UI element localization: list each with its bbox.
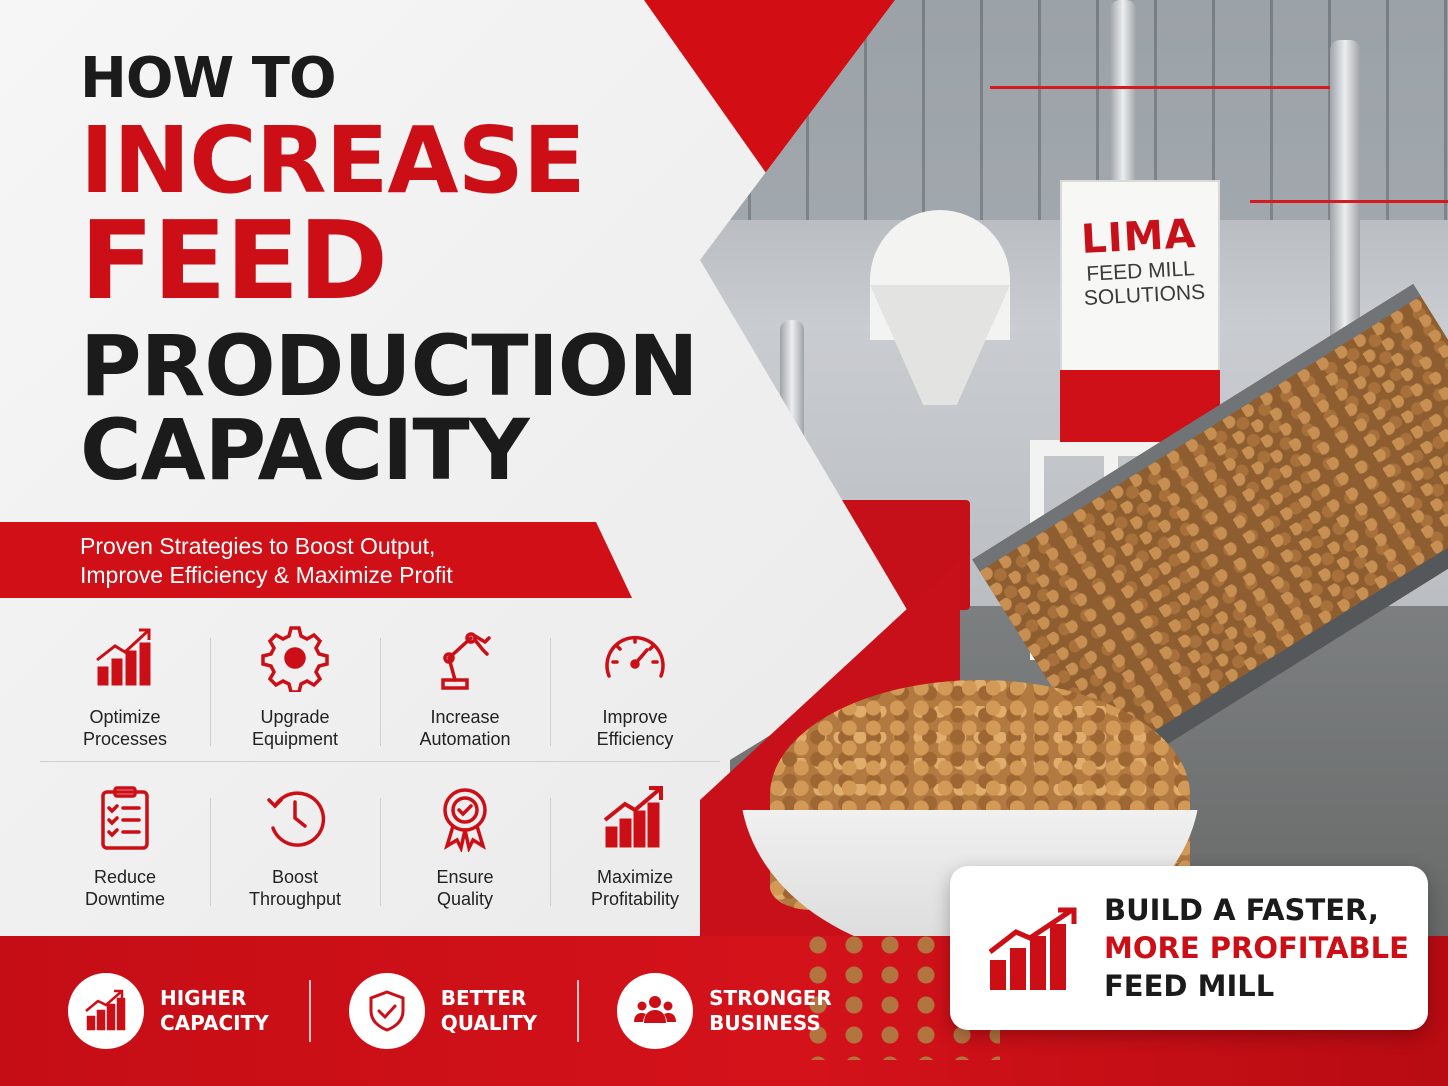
strategy-grid: Optimize Processes Upgrade Equipment Incre… bbox=[40, 616, 720, 926]
cta-line-3: FEED MILL bbox=[1104, 969, 1275, 1003]
strategy-label: Optimize Processes bbox=[82, 707, 168, 749]
strategy-label: Boost Throughput bbox=[248, 867, 342, 909]
strategy-label: Increase Automation bbox=[419, 707, 511, 749]
growth-chart-icon bbox=[85, 989, 126, 1031]
profit-chart-icon bbox=[603, 786, 663, 848]
divider bbox=[577, 980, 580, 1042]
benefit-icon-circle bbox=[348, 973, 425, 1049]
subtitle-line-1: Proven Strategies to Boost Output, bbox=[80, 533, 436, 559]
headline-line-1: HOW TO bbox=[80, 46, 337, 111]
strategy-item: Boost Throughput bbox=[210, 776, 380, 926]
strategy-row: Reduce Downtime Boost Throughput Ensure Qua… bbox=[40, 776, 720, 926]
benefit-item: HIGHER CAPACITY bbox=[68, 973, 269, 1049]
headline-line-2: INCREASE bbox=[80, 107, 586, 215]
strategy-row: Optimize Processes Upgrade Equipment Incre… bbox=[40, 616, 720, 762]
cta-card: BUILD A FASTER, MORE PROFITABLE FEED MIL… bbox=[950, 866, 1428, 1030]
benefits-bar: HIGHER CAPACITY BETTER QUALITY STRONGER BUS… bbox=[0, 936, 840, 1086]
quality-badge-icon bbox=[443, 788, 487, 852]
cta-text: BUILD A FASTER, MORE PROFITABLE FEED MIL… bbox=[1104, 891, 1409, 1005]
gear-icon bbox=[261, 626, 329, 692]
strategy-label: Ensure Quality bbox=[436, 867, 494, 909]
benefit-item: BETTER QUALITY bbox=[348, 973, 538, 1049]
mill-sign: LIMA FEED MILL SOLUTIONS bbox=[1080, 211, 1206, 311]
strategy-item: Optimize Processes bbox=[40, 616, 210, 761]
sign-brand: LIMA bbox=[1080, 211, 1198, 264]
benefit-icon-circle bbox=[68, 973, 144, 1049]
bar-chart-growth-icon bbox=[96, 628, 151, 686]
shield-check-icon bbox=[369, 990, 405, 1032]
safety-rail bbox=[990, 86, 1330, 89]
subtitle-ribbon: Proven Strategies to Boost Output, Impro… bbox=[0, 522, 632, 598]
strategy-item: Upgrade Equipment bbox=[210, 616, 380, 761]
pipe bbox=[1110, 0, 1136, 190]
benefit-text: BETTER QUALITY bbox=[440, 986, 538, 1035]
clock-icon bbox=[267, 791, 326, 847]
cta-line-2: MORE PROFITABLE bbox=[1104, 931, 1409, 965]
strategy-item: Improve Efficiency bbox=[550, 616, 720, 761]
benefit-text: HIGHER CAPACITY bbox=[160, 986, 269, 1035]
cta-line-1: BUILD A FASTER, bbox=[1104, 893, 1379, 927]
strategy-item: Reduce Downtime bbox=[40, 776, 210, 926]
headline-line-5: CAPACITY bbox=[80, 400, 530, 499]
people-group-icon bbox=[634, 996, 677, 1023]
benefit-icon-circle bbox=[617, 973, 694, 1049]
strategy-item: Increase Automation bbox=[380, 616, 550, 761]
headline-line-3: FEED bbox=[80, 198, 388, 324]
growth-chart-icon bbox=[988, 907, 1077, 990]
headline-line-4: PRODUCTION bbox=[80, 317, 698, 416]
strategy-label: Reduce Downtime bbox=[84, 867, 166, 909]
strategy-label: Maximize Profitability bbox=[590, 867, 680, 909]
subtitle-line-2: Improve Efficiency & Maximize Profit bbox=[80, 562, 453, 588]
benefit-item: STRONGER BUSINESS bbox=[617, 973, 832, 1049]
strategy-item: Maximize Profitability bbox=[550, 776, 720, 926]
benefit-text: STRONGER BUSINESS bbox=[709, 986, 832, 1035]
robot-arm-icon bbox=[441, 632, 491, 690]
clipboard-checklist-icon bbox=[101, 786, 149, 850]
strategy-label: Improve Efficiency bbox=[596, 707, 674, 749]
strategy-label: Upgrade Equipment bbox=[251, 707, 339, 749]
headline: HOW TO INCREASE FEED PRODUCTION CAPACITY bbox=[80, 46, 698, 499]
safety-rail bbox=[1250, 200, 1448, 203]
silo-cone bbox=[870, 285, 1010, 405]
divider bbox=[308, 980, 311, 1042]
strategy-item: Ensure Quality bbox=[380, 776, 550, 926]
speedometer-icon bbox=[605, 635, 665, 678]
